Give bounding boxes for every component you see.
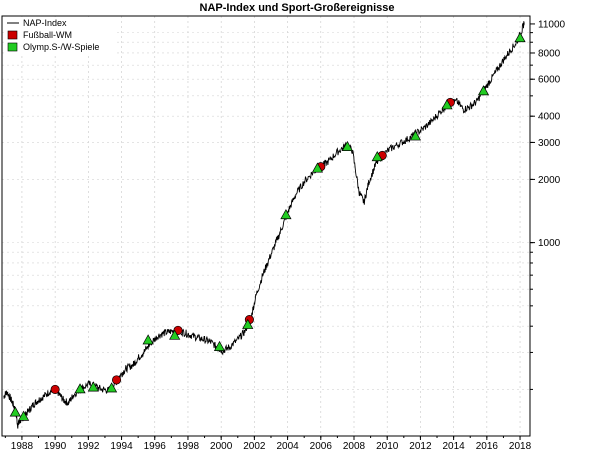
- worldcup-marker: [112, 375, 122, 385]
- plot-frame: [1, 15, 531, 437]
- y-tick-label: 2000: [538, 175, 561, 186]
- legend-swatch-olympics: [7, 42, 18, 52]
- x-tick-label: 2006: [310, 441, 333, 450]
- olympics-marker: [142, 334, 154, 345]
- grid-lines: [2, 16, 530, 436]
- olympics-marker: [242, 318, 254, 329]
- y-tick-label: 4000: [538, 112, 561, 123]
- olympics-marker: [213, 340, 226, 351]
- x-tick-label: 1990: [44, 441, 67, 450]
- x-tick-label: 2002: [243, 441, 266, 450]
- olympics-marker: [514, 32, 526, 43]
- legend-label-worldcup: Fußball-WM: [23, 30, 72, 40]
- olympics-marker: [477, 85, 490, 96]
- x-tick-label: 2014: [442, 441, 465, 450]
- y-tick-label: 11000: [538, 19, 566, 30]
- olympics-marker: [74, 383, 86, 394]
- olympics-marker: [280, 209, 292, 220]
- y-tick-label: 1000: [538, 238, 561, 249]
- olympics-marker: [441, 99, 453, 110]
- x-tick-label: 2016: [476, 441, 499, 450]
- markers-layer: [9, 32, 526, 421]
- x-tick-label: 1988: [11, 441, 34, 450]
- olympics-marker: [311, 162, 324, 173]
- x-tick-label: 2004: [276, 441, 299, 450]
- x-tick-label: 2018: [509, 441, 532, 450]
- olympics-marker: [341, 140, 353, 151]
- chart-title: NAP-Index und Sport-Großereignisse: [200, 2, 395, 14]
- legend-label-olympics: Olymp.S-/W-Spiele: [23, 42, 99, 52]
- olympics-marker: [169, 329, 181, 340]
- y-tick-label: 6000: [538, 75, 561, 86]
- x-tick-label: 1992: [77, 441, 100, 450]
- olympics-marker: [87, 381, 99, 392]
- olympics-marker: [371, 151, 383, 162]
- x-tick-label: 1998: [177, 441, 200, 450]
- worldcup-marker: [50, 384, 60, 394]
- x-tick-label: 2012: [409, 441, 432, 450]
- y-axis: 11000 8000 6000 4000 3000 2000 1000: [530, 19, 566, 390]
- x-axis: 1988 1990 1992 1994 1996 1998 2000 2002 2004 2006…: [4, 436, 532, 450]
- legend-label-nap: NAP-Index: [23, 18, 67, 28]
- legend: NAP-Index Fußball-WM Olymp.S-/W-Spiele: [4, 17, 114, 55]
- legend-box: [4, 17, 114, 55]
- olympics-marker: [105, 382, 118, 393]
- series-line-nap-index: [3, 21, 525, 429]
- series-layer: [3, 21, 525, 429]
- olympics-marker: [9, 406, 21, 417]
- x-tick-label: 1996: [144, 441, 167, 450]
- x-tick-label: 1994: [110, 441, 133, 450]
- x-tick-label: 2008: [343, 441, 366, 450]
- legend-swatch-worldcup: [7, 30, 18, 40]
- y-tick-label: 8000: [538, 48, 561, 59]
- olympics-marker: [17, 410, 30, 421]
- x-tick-label: 2000: [210, 441, 233, 450]
- y-tick-label: 3000: [538, 138, 561, 149]
- x-tick-label: 2010: [376, 441, 399, 450]
- olympics-marker: [409, 130, 422, 141]
